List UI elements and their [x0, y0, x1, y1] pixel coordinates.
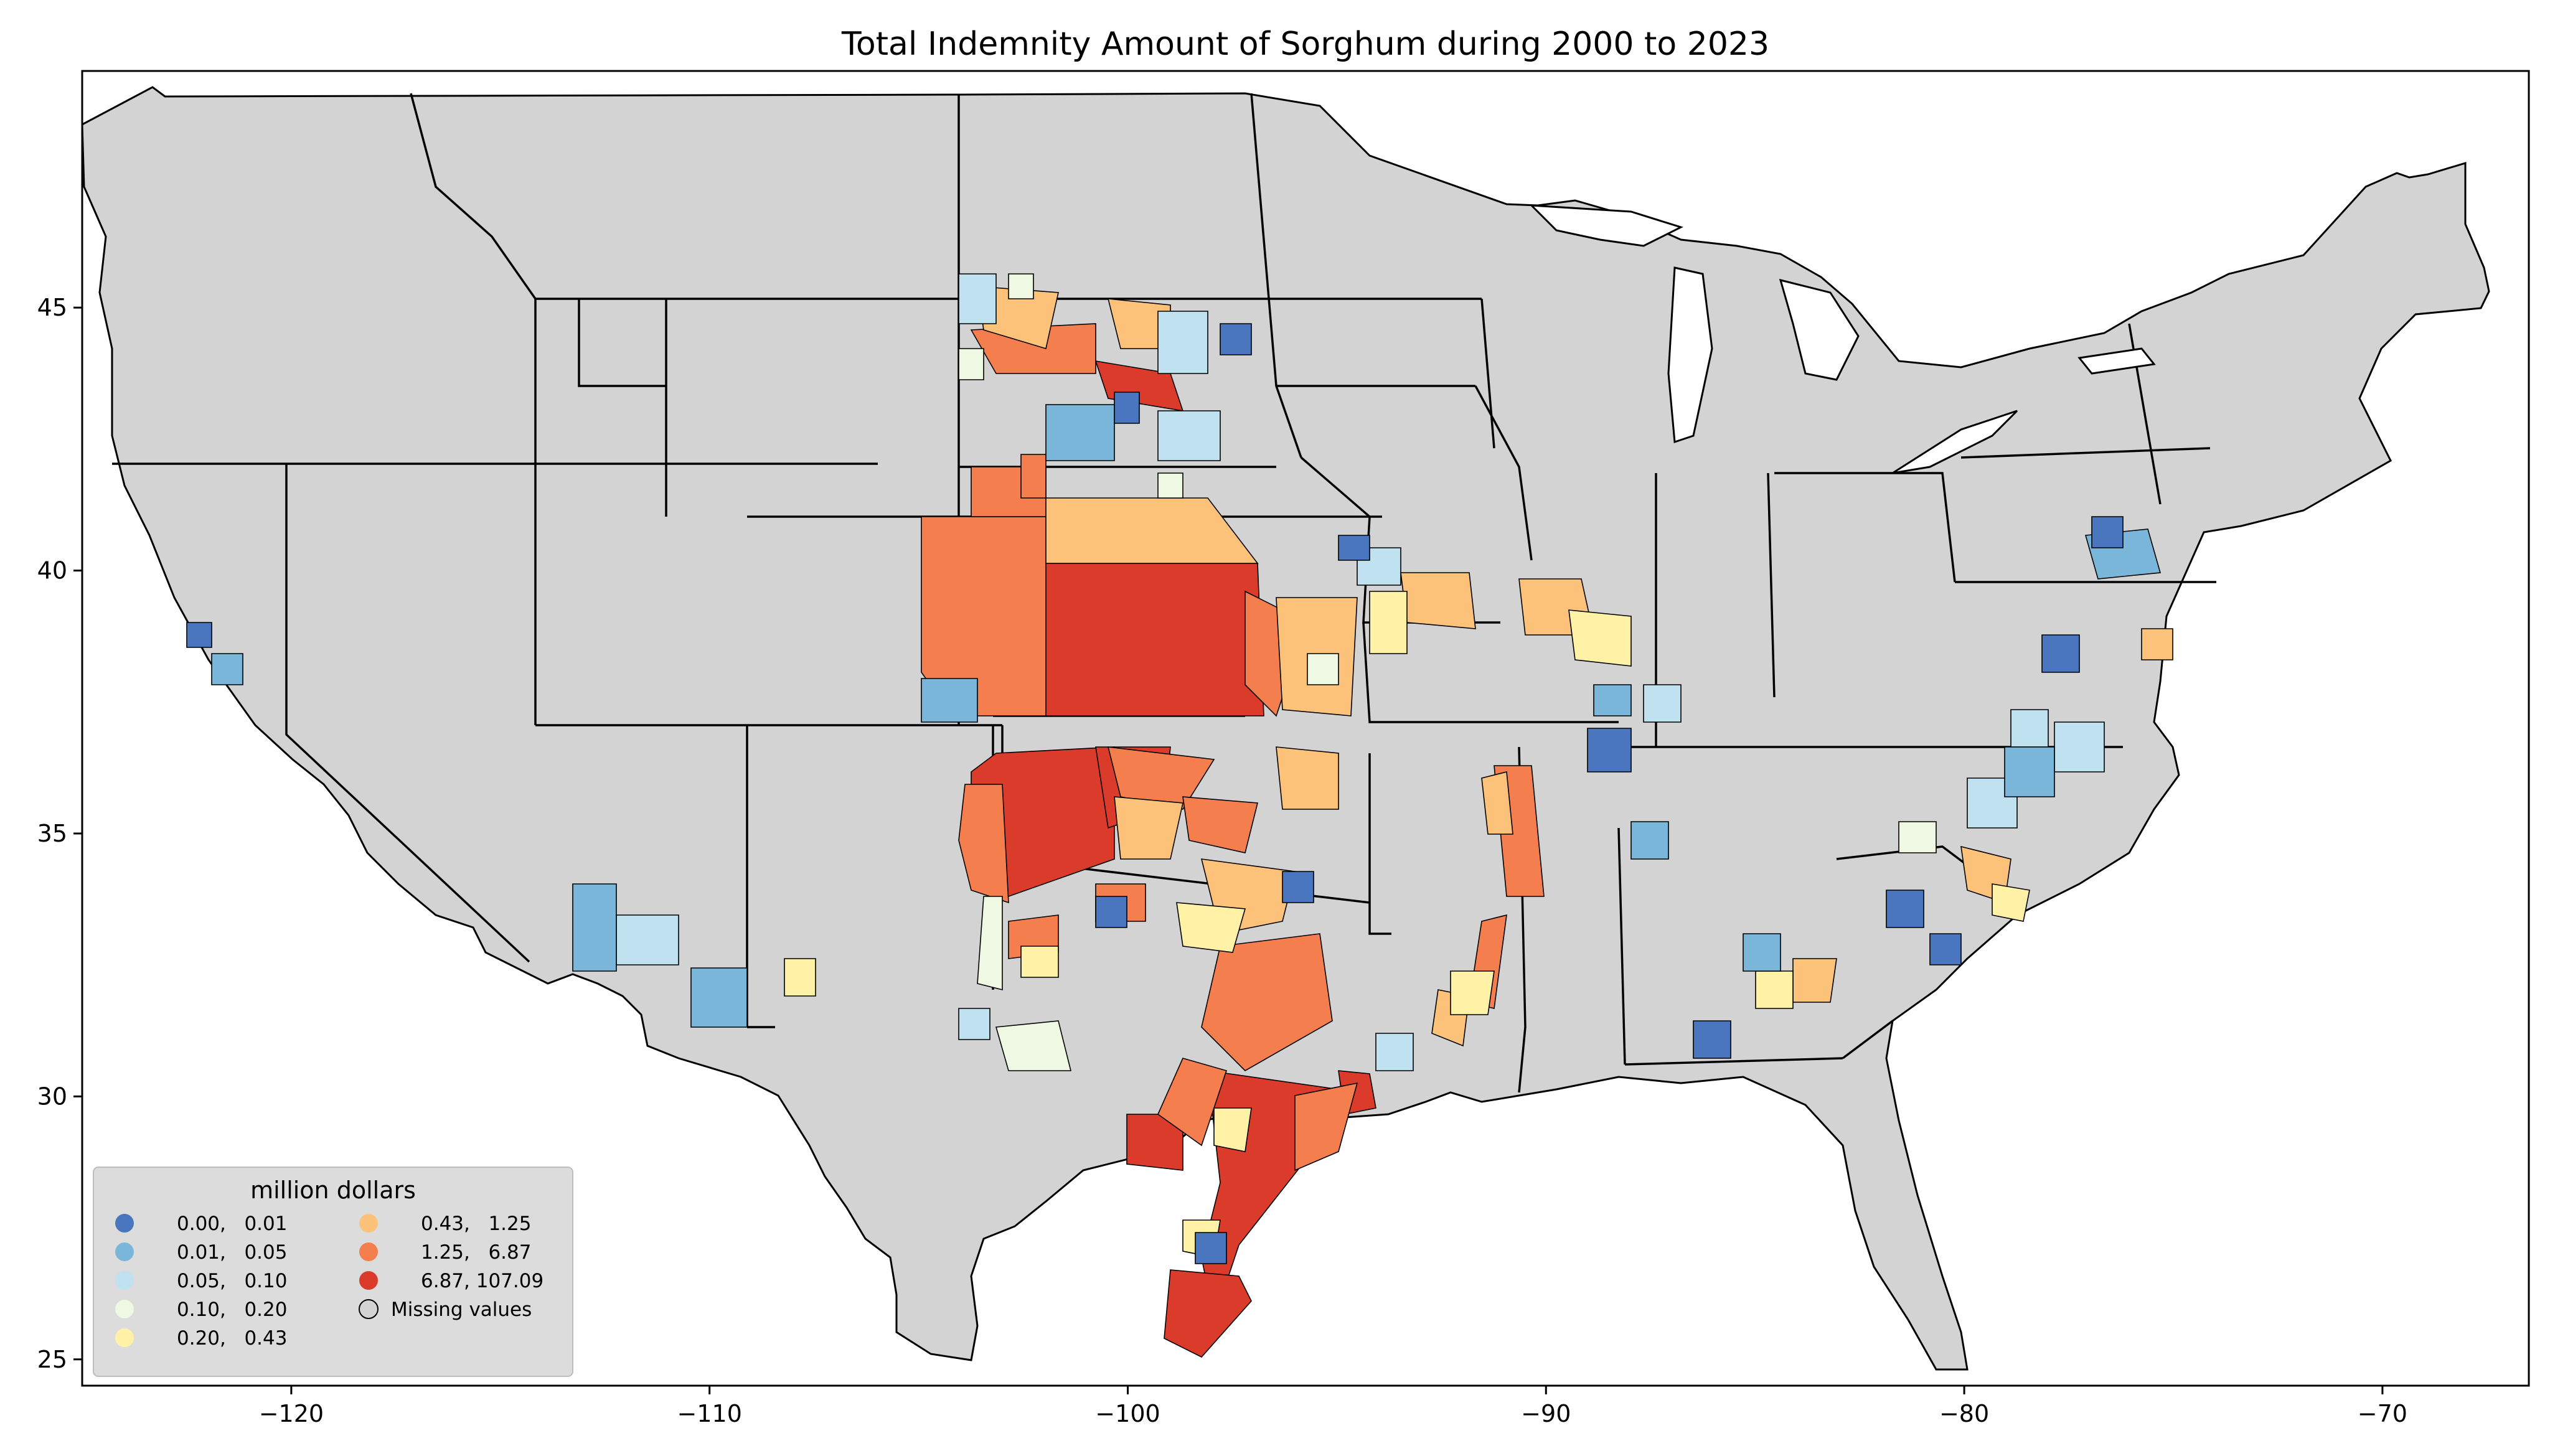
y-tick-label: 45 — [37, 294, 67, 321]
legend-label: 0.05, 0.10 — [177, 1270, 287, 1292]
x-tick-label: −90 — [1521, 1400, 1571, 1427]
x-tick-label: −80 — [1939, 1400, 1989, 1427]
legend-label: 6.87, 107.09 — [421, 1270, 543, 1292]
legend-items: 0.00, 0.01 0.01, 0.05 0.05, 0.10 0.10, 0.20… — [115, 1213, 543, 1350]
legend-swatch — [115, 1271, 134, 1290]
legend-label: 0.00, 0.01 — [177, 1213, 287, 1235]
legend-swatch — [115, 1214, 134, 1233]
us-landmass — [82, 86, 2490, 1371]
map-title: Total Indemnity Amount of Sorghum during… — [841, 26, 1769, 63]
great-lakes — [1529, 204, 2156, 474]
legend-label: 0.20, 0.43 — [177, 1327, 287, 1350]
legend-title: million dollars — [250, 1177, 416, 1204]
legend-swatch — [359, 1299, 379, 1319]
legend-label: 0.01, 0.05 — [177, 1241, 287, 1264]
legend-swatch — [359, 1214, 378, 1233]
legend-swatch — [359, 1271, 378, 1290]
plot-frame — [81, 70, 2530, 1387]
y-tick-label: 30 — [37, 1083, 67, 1110]
legend-swatch — [115, 1242, 134, 1261]
legend-box — [93, 1167, 573, 1377]
legend-label: Missing values — [391, 1299, 532, 1321]
y-tick-label: 40 — [37, 557, 67, 585]
legend-swatch — [115, 1328, 134, 1347]
x-tick-label: −120 — [259, 1400, 324, 1427]
y-axis: 25 30 35 40 45 — [37, 294, 82, 1373]
legend-label: 0.43, 1.25 — [421, 1213, 531, 1235]
legend: million dollars 0.00, 0.01 0.01, 0.05 0.05… — [93, 1167, 573, 1377]
legend-label: 1.25, 6.87 — [421, 1241, 531, 1264]
plot-area: −120 −110 −100 −90 −80 −70 25 30 35 40 45 — [37, 70, 2530, 1427]
legend-label: 0.10, 0.20 — [177, 1299, 287, 1321]
legend-swatch — [115, 1300, 134, 1318]
y-tick-label: 25 — [37, 1346, 67, 1373]
x-tick-label: −110 — [677, 1400, 742, 1427]
y-tick-label: 35 — [37, 820, 67, 847]
map-canvas — [82, 86, 2490, 1371]
x-axis: −120 −110 −100 −90 −80 −70 — [259, 1386, 2407, 1427]
x-tick-label: −100 — [1095, 1400, 1160, 1427]
choropleth-regions — [186, 273, 2173, 1358]
legend-swatch — [359, 1242, 378, 1261]
x-tick-label: −70 — [2358, 1400, 2407, 1427]
